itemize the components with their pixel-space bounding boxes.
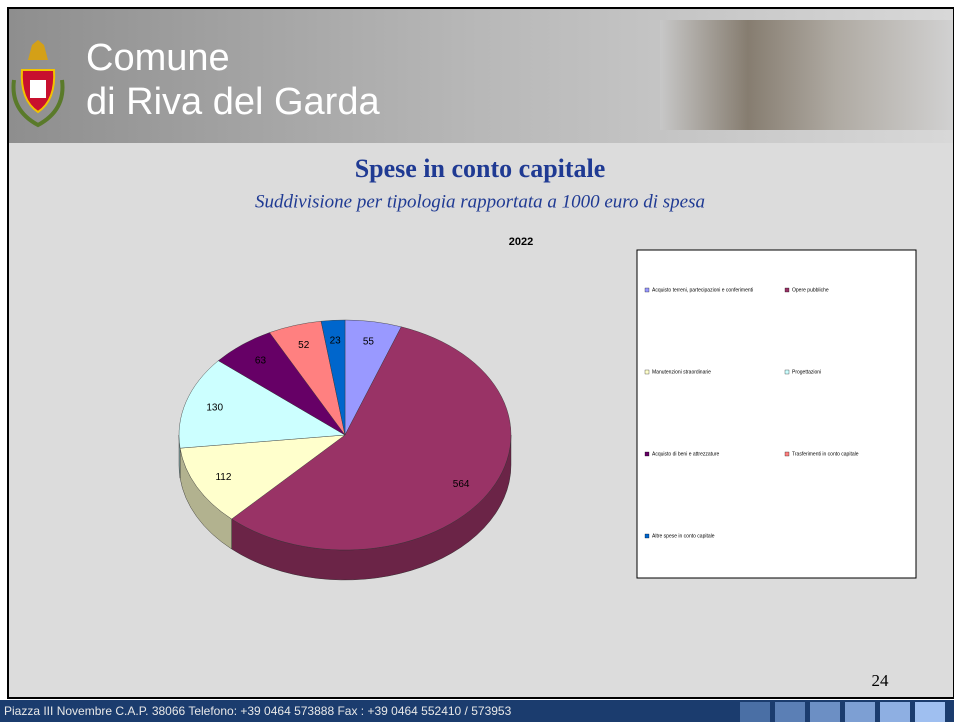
slide-title: Spese in conto capitale — [355, 154, 606, 183]
header-subtitle: di Riva del Garda — [86, 81, 380, 123]
data-label: 55 — [363, 337, 375, 348]
data-label: 112 — [215, 472, 231, 483]
header-photo — [660, 20, 953, 130]
legend-swatch — [645, 534, 649, 538]
legend-label: Acquisto terreni, partecipazioni e confe… — [652, 287, 753, 293]
legend-label: Acquisto di beni e attrezzature — [652, 451, 719, 457]
footer-text: Piazza III Novembre C.A.P. 38066 Telefon… — [4, 704, 512, 718]
data-label: 564 — [453, 479, 470, 490]
data-label: 130 — [206, 402, 223, 413]
legend-swatch — [645, 452, 649, 456]
legend-label: Trasferimenti in conto capitale — [792, 451, 859, 457]
legend-swatch — [645, 288, 649, 292]
slide-subtitle: Suddivisione per tipologia rapportata a … — [255, 191, 705, 212]
chart-title: 2022 — [509, 236, 533, 248]
legend-label: Progettazioni — [792, 369, 821, 375]
data-label: 63 — [255, 356, 267, 367]
slide: Comune di Riva del Garda Spese in conto … — [0, 0, 954, 722]
data-label: 52 — [298, 340, 310, 351]
data-label: 23 — [330, 336, 342, 347]
pie: 55 564 112 130 63 52 23 — [179, 320, 511, 580]
legend-swatch — [785, 370, 789, 374]
legend-box — [637, 250, 916, 578]
page-number: 24 — [872, 671, 890, 690]
legend-swatch — [785, 288, 789, 292]
legend-swatch — [645, 370, 649, 374]
legend-label: Manutenzioni straordinarie — [652, 369, 711, 375]
legend-label: Altre spese in conto capitale — [652, 533, 715, 539]
legend-swatch — [785, 452, 789, 456]
header-title: Comune — [86, 37, 230, 79]
legend-label: Opere pubbliche — [792, 287, 829, 293]
